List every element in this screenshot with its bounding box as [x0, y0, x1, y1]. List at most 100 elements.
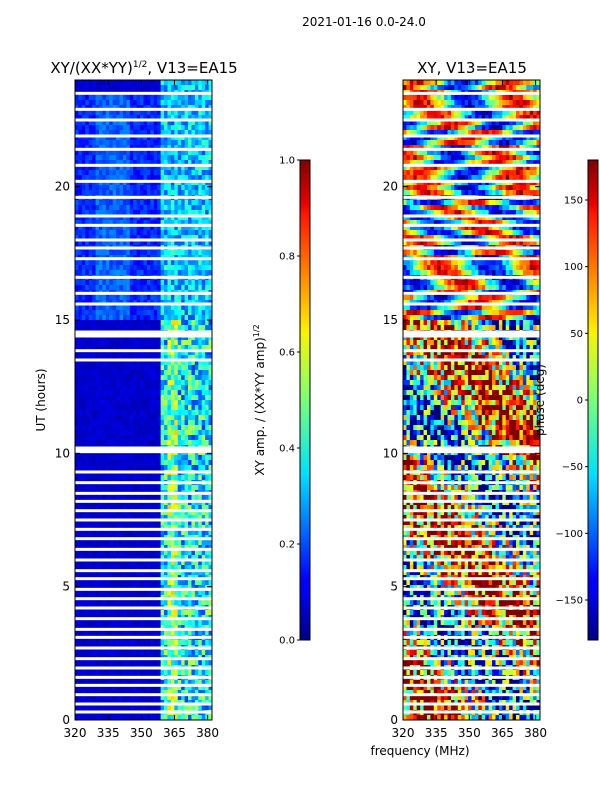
colorbar-tick-label: 0.2 — [279, 540, 295, 551]
flagged-row — [403, 179, 540, 183]
flagged-row — [403, 537, 540, 541]
flagged-row — [75, 710, 212, 714]
flagged-row — [403, 118, 540, 122]
flagged-row — [75, 569, 212, 573]
phase-colorbar-label: phase (deg) — [533, 364, 547, 436]
x-tick-label: 320 — [392, 726, 415, 740]
flagged-row — [75, 257, 212, 261]
phase-colorbar-gradient — [587, 159, 599, 641]
flagged-row — [403, 195, 540, 199]
flagged-row — [75, 577, 212, 581]
amplitude-x-axis: 320 335 350 365 380 — [64, 80, 219, 740]
y-tick-label: 15 — [55, 313, 70, 327]
x-tick-label: 350 — [458, 726, 481, 740]
amplitude-colorbar-label: XY amp. / (XX*YY amp)1/2 — [252, 324, 267, 475]
flagged-row — [75, 646, 212, 650]
flagged-row — [403, 617, 540, 621]
flagged-row — [403, 470, 540, 474]
flagged-row — [75, 537, 212, 541]
x-tick-label: 365 — [163, 726, 186, 740]
x-tick-label: 350 — [130, 726, 153, 740]
y-tick-label: 20 — [383, 180, 398, 194]
colorbar-tick-label: 0.8 — [279, 252, 295, 263]
phase-colorbar: −150 −100 −50 0 50 100 150 phase (deg) — [533, 159, 599, 641]
phase-x-label: frequency (MHz) — [370, 744, 469, 758]
flagged-row — [75, 179, 212, 183]
amplitude-y-axis: 0 5 10 15 20 — [55, 180, 212, 727]
amplitude-colorbar-label-exponent: 1/2 — [252, 324, 261, 337]
flagged-row — [403, 291, 540, 295]
flagged-row — [75, 635, 212, 639]
flagged-row — [75, 597, 212, 601]
flagged-row — [75, 107, 212, 111]
flagged-row — [403, 509, 540, 513]
flagged-row — [75, 499, 212, 503]
flagged-row — [75, 657, 212, 661]
flagged-row — [75, 331, 212, 336]
flagged-row — [75, 558, 212, 562]
phase-y-axis: 0 5 10 15 20 — [383, 180, 540, 727]
flagged-row — [403, 91, 540, 95]
y-tick-label: 0 — [62, 713, 70, 727]
flagged-row — [403, 646, 540, 650]
amplitude-plot-frame — [74, 79, 213, 721]
colorbar-tick-label: 0.4 — [279, 444, 295, 455]
y-tick-label: 0 — [390, 713, 398, 727]
flagged-row — [75, 246, 212, 250]
colorbar-tick-label: 0.0 — [279, 636, 295, 647]
flagged-row — [403, 666, 540, 670]
flagged-row — [403, 702, 540, 706]
flagged-row — [75, 358, 212, 362]
flagged-row — [403, 558, 540, 562]
flagged-row — [75, 509, 212, 513]
y-tick-label: 15 — [383, 313, 398, 327]
x-tick-label: 320 — [64, 726, 87, 740]
flagged-row — [75, 334, 212, 338]
flagged-row — [403, 134, 540, 138]
flagged-row — [403, 163, 540, 167]
amplitude-title-main: XY/(XX*YY) — [50, 59, 133, 77]
flagged-row — [403, 358, 540, 362]
flagged-row — [403, 257, 540, 261]
flagged-row — [403, 577, 540, 581]
flagged-row — [75, 118, 212, 122]
flagged-row — [403, 657, 540, 661]
x-tick-label: 335 — [97, 726, 120, 740]
flagged-row — [403, 627, 540, 631]
flagged-row — [403, 214, 540, 218]
phase-heatmap — [403, 80, 540, 720]
flagged-row — [403, 481, 540, 485]
flagged-row — [75, 547, 212, 551]
phase-x-axis: 320 335 350 365 380 — [392, 80, 547, 740]
flagged-row — [75, 527, 212, 531]
flagged-row — [75, 675, 212, 679]
flagged-row — [403, 547, 540, 551]
flagged-row — [403, 446, 540, 450]
flagged-row — [75, 518, 212, 522]
flagged-row — [75, 349, 212, 353]
flagged-row — [75, 702, 212, 706]
colorbar-tick-label: 150 — [564, 196, 583, 207]
flagged-row — [75, 587, 212, 591]
flagged-row — [403, 675, 540, 679]
amplitude-flagged-rows — [75, 91, 212, 714]
flagged-row — [403, 491, 540, 495]
phase-panel: XY, V13=EA15 320 335 350 365 380 0 5 10 15 20 fr… — [370, 59, 547, 758]
flagged-row — [403, 349, 540, 353]
x-tick-label: 335 — [425, 726, 448, 740]
flagged-row — [403, 527, 540, 531]
colorbar-tick-label: 0.6 — [279, 348, 295, 359]
flagged-row — [75, 448, 212, 454]
flagged-row — [403, 334, 540, 338]
flagged-row — [75, 275, 212, 279]
amplitude-colorbar-ticks: 0.0 0.2 0.4 0.6 0.8 1.0 — [279, 156, 300, 647]
flagged-row — [403, 223, 540, 227]
flagged-row — [403, 569, 540, 573]
flagged-row — [75, 606, 212, 610]
flagged-row — [403, 606, 540, 610]
flagged-row — [75, 693, 212, 697]
flagged-row — [75, 214, 212, 218]
colorbar-tick-label: −100 — [556, 529, 583, 540]
flagged-row — [75, 481, 212, 485]
